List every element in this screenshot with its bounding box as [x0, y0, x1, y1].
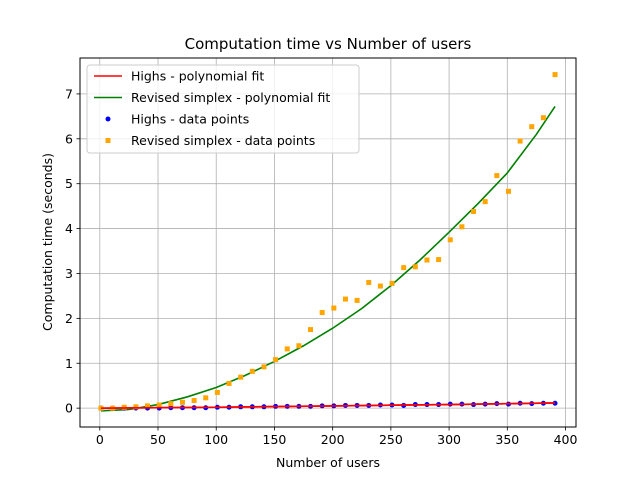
legend-label: Revised simplex - data points	[131, 133, 315, 148]
legend-box	[86, 64, 360, 154]
data-point	[424, 257, 430, 263]
x-tick-label: 300	[437, 432, 461, 447]
data-point	[179, 399, 185, 405]
data-point	[389, 280, 395, 286]
legend-label: Revised simplex - polynomial fit	[131, 90, 330, 105]
data-point	[366, 279, 372, 285]
legend-label: Highs - data points	[131, 112, 249, 127]
data-point	[273, 357, 279, 363]
data-point	[377, 283, 383, 289]
data-point	[401, 265, 407, 271]
legend-square-swatch	[105, 138, 111, 143]
data-point	[494, 173, 500, 179]
data-point	[308, 327, 314, 333]
data-point	[331, 305, 337, 311]
data-point	[459, 224, 465, 230]
series-line	[100, 106, 556, 412]
data-point	[296, 343, 302, 349]
y-tick-label: 0	[65, 401, 73, 416]
data-point	[552, 72, 558, 78]
x-tick-label: 0	[96, 432, 104, 447]
chart-title: Computation time vs Number of users	[185, 35, 472, 53]
legend-label: Highs - polynomial fit	[131, 69, 264, 84]
data-point	[249, 368, 255, 374]
data-point	[342, 296, 348, 302]
plot-marks	[98, 72, 558, 412]
data-point	[214, 389, 220, 395]
y-tick-label: 4	[65, 221, 73, 236]
data-point	[168, 401, 174, 407]
y-tick-label: 5	[65, 176, 73, 191]
legend: Highs - polynomial fit Revised simplex - …	[86, 64, 360, 154]
data-point	[471, 209, 477, 215]
data-point	[529, 124, 535, 130]
data-point	[412, 264, 418, 270]
y-tick-label: 3	[65, 266, 73, 281]
data-point	[191, 398, 197, 404]
data-point	[319, 310, 325, 316]
x-axis-label: Number of users	[276, 455, 380, 470]
data-point	[482, 199, 488, 205]
y-tick-label: 7	[65, 86, 73, 101]
data-point	[133, 404, 139, 410]
data-point	[540, 115, 546, 121]
series-line	[100, 402, 556, 409]
x-tick-label: 350	[495, 432, 519, 447]
data-point	[261, 364, 267, 370]
x-tick-label: 250	[379, 432, 403, 447]
y-axis: 0 1 2 3 4 5 6 7	[65, 86, 80, 416]
data-point	[505, 188, 511, 194]
data-point	[284, 346, 290, 352]
x-tick-label: 200	[321, 432, 345, 447]
data-point	[447, 237, 453, 243]
y-tick-label: 1	[65, 356, 73, 371]
y-axis-label: Computation time (seconds)	[40, 153, 55, 331]
x-tick-label: 150	[263, 432, 287, 447]
data-point	[354, 297, 360, 303]
data-point	[145, 403, 151, 409]
x-axis: 0 50 100 150 200 250 300 350 400	[96, 427, 578, 447]
data-point	[98, 405, 104, 411]
data-point	[226, 380, 232, 386]
data-point	[238, 374, 244, 380]
data-point	[517, 138, 523, 144]
y-tick-label: 2	[65, 311, 73, 326]
plot-frame	[79, 57, 577, 428]
y-tick-label: 6	[65, 131, 73, 146]
data-point	[203, 395, 209, 401]
x-tick-label: 100	[204, 432, 228, 447]
legend-circle-swatch	[105, 116, 111, 122]
x-tick-label: 400	[554, 432, 578, 447]
data-point	[436, 257, 442, 263]
x-tick-label: 50	[150, 432, 166, 447]
data-point	[156, 402, 162, 408]
